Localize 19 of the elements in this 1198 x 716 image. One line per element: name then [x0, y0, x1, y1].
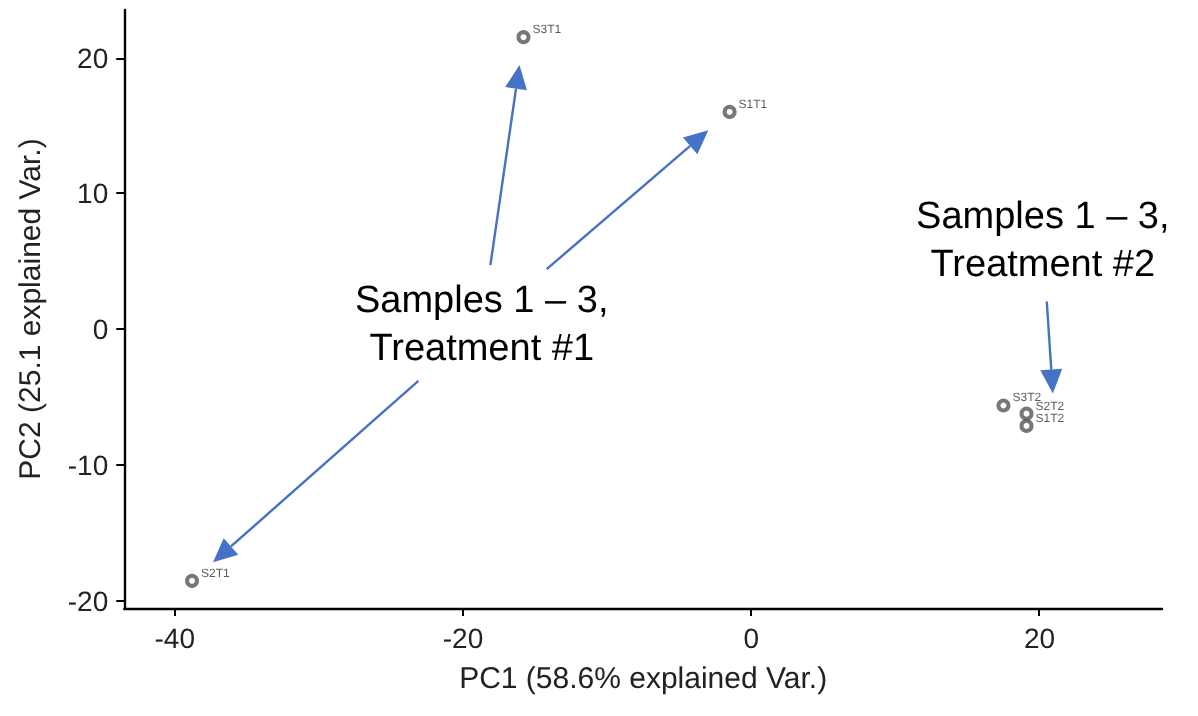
x-tick-label: 20 [1023, 622, 1056, 654]
x-tick-label: -20 [442, 622, 484, 654]
x-axis-title: PC1 (58.6% explained Var.) [459, 662, 828, 696]
y-tick-label: -10 [67, 449, 109, 482]
annotation: Samples 1 – 3, Treatment #1 [354, 280, 609, 370]
point [185, 573, 200, 588]
y-tick-label: 20 [77, 41, 109, 74]
y-tick-label: -20 [67, 585, 109, 618]
x-tick-label: 0 [743, 622, 760, 654]
point [722, 104, 737, 119]
annotation: Samples 1 – 3, Treatment #2 [916, 196, 1170, 287]
x-tick-label: -40 [154, 622, 196, 654]
point [516, 30, 531, 45]
y-tick-label: 10 [77, 177, 109, 210]
point [996, 398, 1011, 413]
y-axis-title: PC2 (25.1 explained Var.) [14, 138, 48, 480]
y-tick-label: 0 [92, 313, 109, 346]
point [1019, 418, 1034, 433]
point [1019, 406, 1034, 421]
